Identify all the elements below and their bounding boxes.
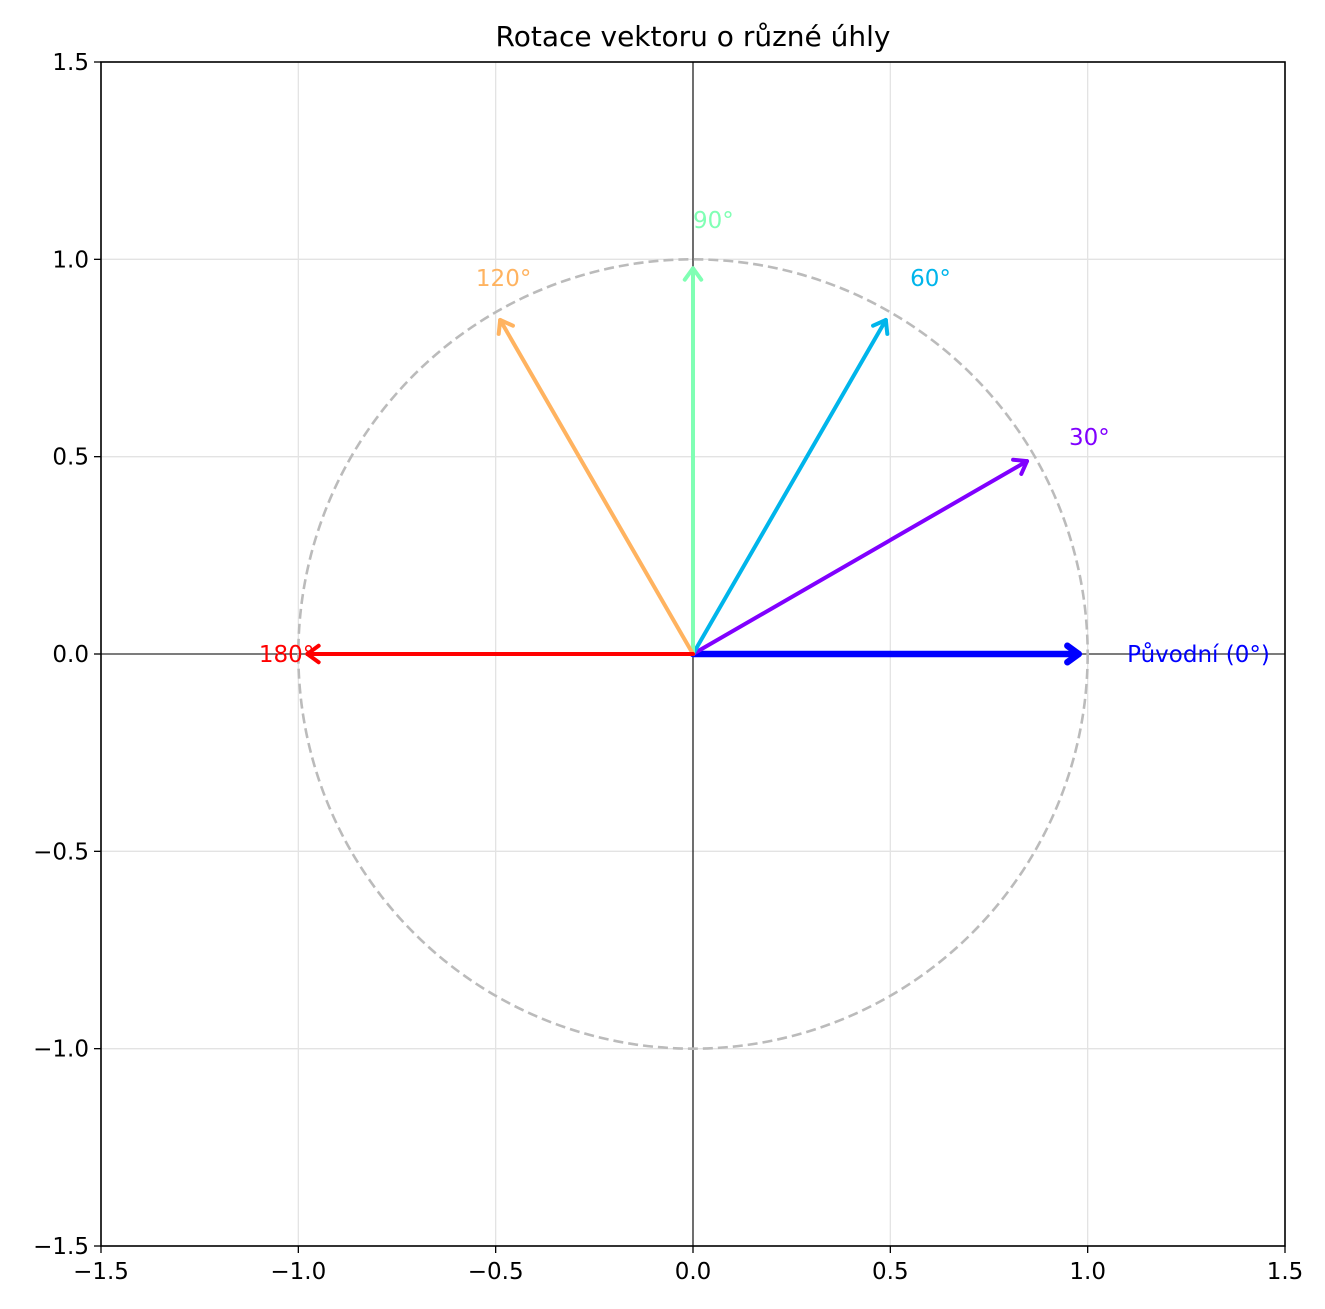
x-tick-label: 1.0 xyxy=(1069,1259,1106,1285)
unit-circle-layer xyxy=(297,258,1089,1050)
vector-90 xyxy=(682,266,704,656)
vector-shaft xyxy=(691,318,888,656)
vector-30 xyxy=(691,457,1029,656)
vector-shaft xyxy=(498,318,695,656)
x-tick-label: −0.5 xyxy=(468,1259,524,1285)
x-tick-label: −1.0 xyxy=(270,1259,326,1285)
x-tick-label: −1.5 xyxy=(73,1259,129,1285)
axis-ticks: −1.5 −1.0 −0.5 0.0 0.5 1.0 1.5 −1.5 −1.0 −0.5 0.0 0… xyxy=(33,50,1303,1285)
vector-label: 30° xyxy=(1069,425,1110,451)
y-tick-label: 1.5 xyxy=(52,50,89,76)
y-tick-label: −0.5 xyxy=(33,839,89,865)
x-tick-label: 0.0 xyxy=(675,1259,712,1285)
vector-arrowhead xyxy=(305,643,321,665)
y-tick-label: 0.5 xyxy=(52,445,89,471)
y-tick-label: −1.0 xyxy=(33,1037,89,1063)
vector-120 xyxy=(496,318,695,656)
y-tick-label: 1.0 xyxy=(52,247,89,273)
x-tick-label: 0.5 xyxy=(872,1259,909,1285)
vector-series xyxy=(305,266,1082,666)
vector-labels: Původní (0°) 30° 60° 90° 120° 180° xyxy=(259,208,1270,668)
y-tick-label: −1.5 xyxy=(33,1234,89,1260)
x-tick-label: 1.5 xyxy=(1267,1259,1304,1285)
unit-circle xyxy=(297,258,1089,1050)
vector-arrowhead xyxy=(1064,642,1082,666)
vector-label: Původní (0°) xyxy=(1127,641,1270,668)
vector-180 xyxy=(305,643,695,665)
vector-arrowhead xyxy=(682,266,704,282)
vector-0 xyxy=(689,642,1082,666)
vector-shaft xyxy=(691,459,1029,656)
vector-arrowhead xyxy=(871,318,890,336)
chart-title: Rotace vektoru o různé úhly xyxy=(496,20,891,53)
vector-label: 120° xyxy=(476,266,531,292)
vector-label: 60° xyxy=(910,266,951,292)
vector-label: 90° xyxy=(693,208,734,234)
vector-60 xyxy=(691,318,890,656)
y-tick-label: 0.0 xyxy=(52,642,89,668)
vector-label: 180° xyxy=(259,642,314,668)
vector-arrowhead xyxy=(1011,457,1029,476)
vector-arrowhead xyxy=(496,318,515,336)
